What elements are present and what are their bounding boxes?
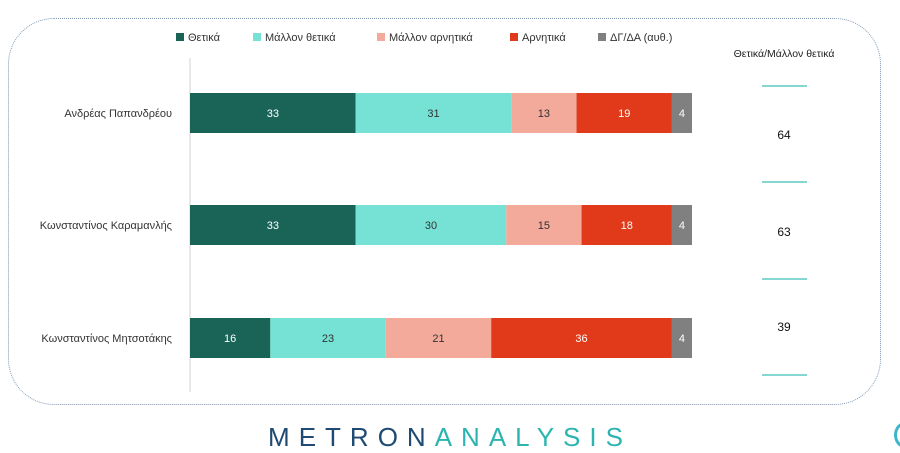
data-label-r1-s3: 18 xyxy=(621,220,633,232)
legend: Θετικά Μάλλον θετικά Μάλλον αρνητικά Αρνητι… xyxy=(176,32,672,44)
side-value-1: 63 xyxy=(777,225,791,239)
data-label-r0-s4: 4 xyxy=(679,108,685,120)
legend-label-0: Θετικά xyxy=(188,32,221,44)
data-label-r0-s3: 19 xyxy=(618,108,630,120)
side-value-2: 39 xyxy=(777,320,791,334)
side-value-0: 64 xyxy=(777,128,791,142)
bar-segment-r0-s4 xyxy=(671,93,692,133)
bar-segment-r2-s4 xyxy=(671,318,692,358)
bar-segment-r2-s0 xyxy=(190,318,271,358)
data-label-r1-s2: 15 xyxy=(538,220,550,232)
data-label-r2-s0: 16 xyxy=(224,333,236,345)
legend-label-4: ΔΓ/ΔΑ (αυθ.) xyxy=(610,32,672,44)
bar-segment-r1-s3 xyxy=(581,205,672,245)
legend-swatch-1 xyxy=(253,33,261,41)
logo-right-text: ANALYSIS xyxy=(434,422,632,452)
legend-label-1: Μάλλον θετικά xyxy=(265,32,336,44)
data-label-r2-s3: 36 xyxy=(575,333,587,345)
data-label-r2-s1: 23 xyxy=(322,333,334,345)
legend-label-3: Αρνητικά xyxy=(522,32,566,44)
legend-swatch-0 xyxy=(176,33,184,41)
chart-frame xyxy=(8,18,881,405)
data-label-r1-s4: 4 xyxy=(679,220,685,232)
bar-segment-r0-s2 xyxy=(511,93,577,133)
bar-segment-r0-s3 xyxy=(576,93,672,133)
metron-analysis-logo: METRONANALYSIS xyxy=(0,422,900,453)
side-column: Θετικά/Μάλλον θετικά 64 63 39 xyxy=(734,48,835,376)
logo-left-text: METRON xyxy=(268,422,435,452)
bar-segment-r1-s1 xyxy=(355,205,507,245)
data-label-r0-s0: 33 xyxy=(267,108,279,120)
category-label-1: Κωνσταντίνος Καραμανλής xyxy=(40,220,172,232)
legend-label-2: Μάλλον αρνητικά xyxy=(389,32,473,44)
data-label-r2-s4: 4 xyxy=(679,333,685,345)
bar-segment-r2-s1 xyxy=(270,318,386,358)
bar-segment-r1-s2 xyxy=(506,205,582,245)
data-label-r0-s2: 13 xyxy=(538,108,550,120)
side-column-title: Θετικά/Μάλλον θετικά xyxy=(734,48,835,60)
bars-group: Ανδρέας Παπανδρέου 33 31 13 19 4 Κωνσταντίνος … xyxy=(40,93,692,358)
data-label-r2-s2: 21 xyxy=(432,333,444,345)
bar-segment-r0-s1 xyxy=(355,93,512,133)
legend-swatch-3 xyxy=(510,33,518,41)
category-label-2: Κωνσταντίνος Μητσοτάκης xyxy=(41,333,172,345)
bar-segment-r1-s0 xyxy=(190,205,356,245)
data-label-r1-s0: 33 xyxy=(267,220,279,232)
bar-segment-r2-s2 xyxy=(385,318,492,358)
legend-swatch-4 xyxy=(598,33,606,41)
legend-swatch-2 xyxy=(377,33,385,41)
data-label-r0-s1: 31 xyxy=(427,108,439,120)
data-label-r1-s1: 30 xyxy=(425,220,437,232)
category-label-0: Ανδρέας Παπανδρέου xyxy=(64,108,172,120)
bar-segment-r2-s3 xyxy=(491,318,672,358)
bar-segment-r0-s0 xyxy=(190,93,356,133)
bar-segment-r1-s4 xyxy=(671,205,692,245)
